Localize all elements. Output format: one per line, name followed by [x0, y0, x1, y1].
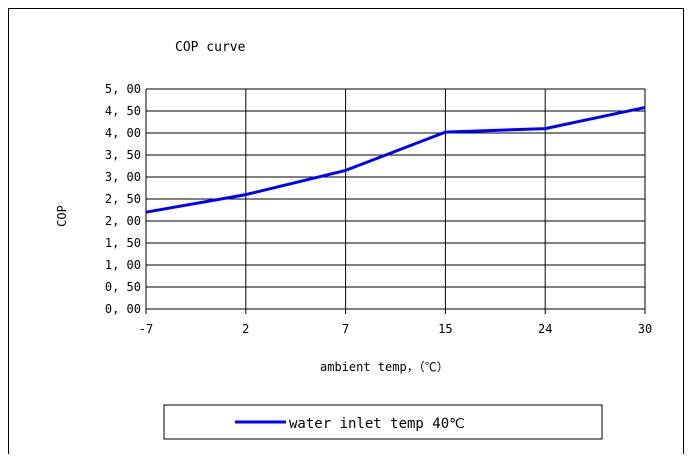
- y-tick-label: 2, 50: [105, 192, 141, 206]
- x-tick-label: 24: [538, 322, 552, 336]
- y-tick-label: 1, 00: [105, 258, 141, 272]
- y-tick-label: 3, 50: [105, 148, 141, 162]
- legend: water inlet temp 40℃: [163, 404, 603, 440]
- x-tick-label: -7: [139, 322, 153, 336]
- y-tick-label: 0, 00: [105, 302, 141, 316]
- x-tick-label: 30: [638, 322, 652, 336]
- y-tick-label: 0, 50: [105, 280, 141, 294]
- y-tick-labels: 0, 00 0, 50 1, 00 1, 50 2, 00 2, 50 3, 00 3, 50…: [105, 82, 141, 316]
- y-tick-label: 5, 00: [105, 82, 141, 96]
- x-tick-label: 2: [242, 322, 249, 336]
- legend-box: [163, 404, 603, 440]
- x-axis-label: ambient temp，（℃）: [320, 360, 449, 374]
- y-tick-label: 1, 50: [105, 236, 141, 250]
- series-layer: [145, 106, 646, 214]
- plot-grid: [145, 88, 646, 314]
- chart-frame: [8, 8, 684, 454]
- legend-label: water inlet temp 40℃: [289, 416, 465, 432]
- chart-title: COP curve: [175, 40, 246, 55]
- y-axis-label: COP: [55, 205, 69, 227]
- series-line: [145, 106, 646, 214]
- chart-frame-right-edge: [683, 8, 684, 454]
- y-tick-label: 4, 00: [105, 126, 141, 140]
- x-tick-labels: -7 2 7 15 24 30: [139, 322, 652, 336]
- y-tick-label: 3, 00: [105, 170, 141, 184]
- y-tick-label: 4, 50: [105, 104, 141, 118]
- x-tick-label: 15: [438, 322, 452, 336]
- y-tick-label: 2, 00: [105, 214, 141, 228]
- x-tick-label: 7: [342, 322, 349, 336]
